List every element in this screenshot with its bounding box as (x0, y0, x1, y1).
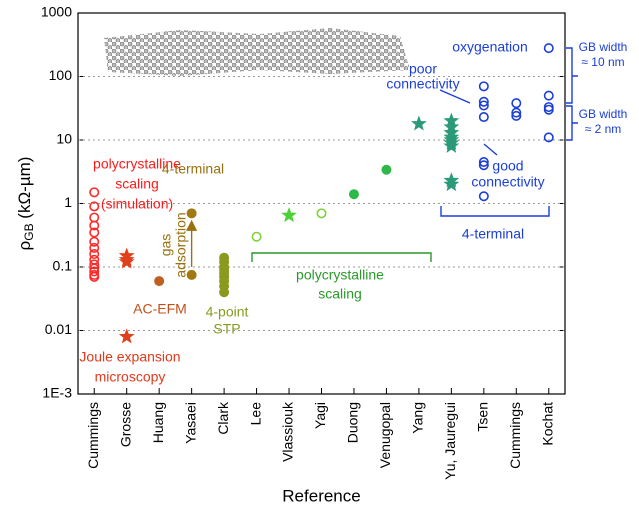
point (480, 113, 488, 121)
annotation: AC-EFM (133, 301, 187, 317)
annotation: Joule expansion (79, 349, 180, 365)
point (155, 277, 163, 285)
x-tick-label: Grosse (117, 402, 133, 447)
point (317, 209, 325, 217)
x-tick-label: Tsen (475, 402, 491, 432)
annotation: connectivity (471, 174, 544, 190)
annotation: 4-terminal (462, 226, 524, 242)
y-axis-label: ρGB (kΩ-µm) (15, 157, 36, 251)
annotation: polycrystalline (296, 267, 384, 283)
x-tick-label: Yu, Jauregui (442, 402, 458, 480)
y-tick-label: 0.01 (45, 321, 72, 337)
y-tick-label: 1000 (41, 4, 72, 20)
annotation: microscopy (95, 369, 166, 385)
annotation: poor (409, 61, 437, 77)
y-label-part: ρ (15, 241, 34, 251)
point (512, 99, 520, 107)
bracket (252, 253, 431, 262)
point (545, 91, 553, 99)
annotation: adsorption (173, 212, 189, 277)
chart: 1E-3 0.01 0.1 1 10 100 1000 Cummings Grosse Huang… (0, 0, 639, 510)
x-tick-label: Vlassiouk (280, 401, 296, 462)
annotation: 4-terminal (162, 161, 224, 177)
annotation: gas (158, 234, 174, 257)
bracket (566, 48, 578, 103)
pointer-line (440, 90, 470, 103)
x-axis-label: Reference (282, 486, 360, 505)
x-tick-label: Kochat (539, 402, 555, 446)
annotation: (simulation) (101, 196, 173, 212)
point (283, 209, 294, 220)
point (350, 190, 358, 198)
annotation: oxygenation (452, 39, 528, 55)
annotation: 4-point (206, 304, 249, 320)
annotation: GB width (579, 40, 628, 54)
x-tick-label: Lee (247, 402, 263, 426)
y-label-part: (kΩ-µm) (15, 157, 34, 224)
x-tick-label: Yagi (312, 402, 328, 429)
point (121, 331, 132, 342)
y-tick-label: 10 (56, 131, 72, 147)
x-tick-label: Yasaei (182, 402, 198, 444)
point (480, 82, 488, 90)
graphene-image (104, 28, 410, 76)
point (413, 118, 424, 129)
x-tick-label: Clark (215, 401, 231, 435)
x-tick-label: Yang (410, 402, 426, 434)
y-tick-label: 1 (64, 194, 72, 210)
annotation: GB width (579, 107, 628, 121)
point (252, 233, 260, 241)
annotation: STP (213, 321, 240, 337)
y-tick-label: 100 (49, 67, 73, 83)
bracket (566, 106, 578, 140)
annotation: good (492, 158, 523, 174)
y-tick-label: 1E-3 (42, 385, 72, 401)
x-tick-label: Duong (345, 402, 361, 443)
point (480, 192, 488, 200)
annotation: ≈ 2 nm (585, 122, 622, 136)
y-label-part: GB (22, 223, 36, 240)
bracket (441, 206, 549, 216)
point (382, 166, 390, 174)
point (90, 188, 98, 196)
annotation: scaling (115, 176, 159, 192)
point (545, 44, 553, 52)
x-tick-label: Cummings (507, 402, 523, 469)
point (220, 288, 228, 296)
x-tick-label: Cummings (85, 402, 101, 469)
pointer-line (484, 144, 497, 155)
annotation: scaling (318, 286, 362, 302)
annotation: connectivity (386, 76, 459, 92)
annotation: ≈ 10 nm (581, 55, 624, 69)
x-tick-label: Venugopal (377, 402, 393, 468)
x-tick-label: Huang (150, 402, 166, 443)
y-tick-label: 0.1 (53, 258, 73, 274)
